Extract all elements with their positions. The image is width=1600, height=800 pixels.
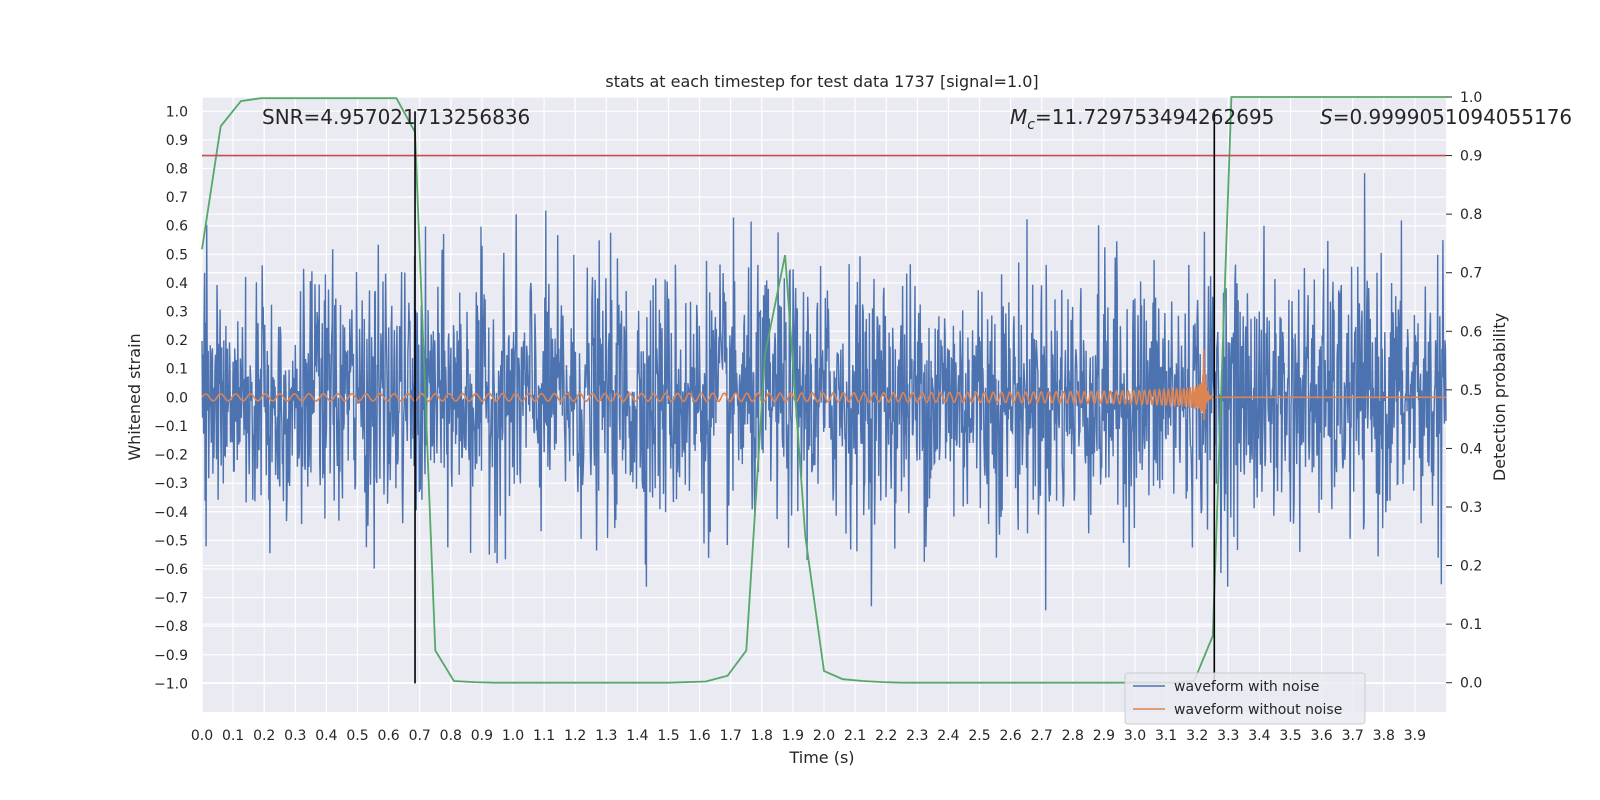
y-left-tick-label: −0.7 [154, 591, 188, 607]
x-tick-label: 0.9 [471, 728, 493, 744]
x-tick-label: 2.2 [875, 728, 897, 744]
y-left-tick-label: −0.1 [154, 419, 188, 435]
y-right-tick-label: 1.0 [1460, 90, 1482, 106]
y-left-tick-label: −0.6 [154, 562, 188, 578]
y-left-tick-label: −0.2 [154, 448, 188, 464]
y-left-tick-label: −0.3 [154, 476, 188, 492]
x-tick-label: 0.3 [284, 728, 306, 744]
x-tick-label: 0.0 [191, 728, 213, 744]
clean-waveform-line [201, 349, 1446, 421]
x-tick-label: 1.4 [626, 728, 648, 744]
x-tick-label: 2.8 [1062, 728, 1084, 744]
x-tick-label: 0.7 [409, 728, 431, 744]
legend: waveform with noise waveform without noi… [1124, 672, 1366, 725]
y-left-tick-label: 0.7 [166, 190, 188, 206]
x-tick-label: 2.4 [937, 728, 959, 744]
y-left-tick-label: 0.0 [166, 390, 188, 406]
y-right-tick-label: 0.5 [1460, 383, 1482, 399]
y-left-tick-label: −0.8 [154, 619, 188, 635]
x-tick-label: 0.6 [377, 728, 399, 744]
chart-title: stats at each timestep for test data 173… [605, 72, 1038, 91]
x-tick-label: 3.1 [1155, 728, 1177, 744]
y-right-tick-label: 0.9 [1460, 149, 1482, 165]
x-tick-label: 3.8 [1373, 728, 1395, 744]
y-left-tick-label: −0.5 [154, 533, 188, 549]
y-left-tick-label: 0.3 [166, 305, 188, 321]
snr-annotation: SNR=4.957021713256836 [262, 105, 530, 129]
chirp-mass-symbol: M [1010, 105, 1027, 129]
y-right-tick-label: 0.2 [1460, 559, 1482, 575]
y-left-tick-label: 0.2 [166, 333, 188, 349]
score-symbol: S [1320, 105, 1333, 129]
chirp-mass-subscript: c [1027, 117, 1035, 133]
series-waveform-without-noise [201, 349, 1446, 421]
y-left-tick-label: 1.0 [166, 104, 188, 120]
y-axis-left-label: Whitened strain [125, 333, 144, 460]
x-tick-label: 1.0 [502, 728, 524, 744]
y-left-tick-label: 0.8 [166, 162, 188, 178]
chirp-mass-annotation: Mc=11.729753494262695 [1010, 105, 1274, 133]
y-left-tick-label: −0.9 [154, 648, 188, 664]
y-left-tick-label: 0.5 [166, 247, 188, 263]
x-tick-label: 3.0 [1124, 728, 1146, 744]
y-right-tick-label: 0.3 [1460, 500, 1482, 516]
x-axis-label: Time (s) [788, 748, 854, 767]
x-tick-label: 0.8 [440, 728, 462, 744]
y-axis-right-label: Detection probability [1490, 313, 1509, 481]
y-right-tick-label: 0.6 [1460, 324, 1482, 340]
legend-box [1124, 672, 1366, 725]
x-tick-label: 1.6 [688, 728, 710, 744]
noise-waveform-line [201, 173, 1447, 611]
y-right-tick-label: 0.0 [1460, 676, 1482, 692]
y-left-tick-label: −0.4 [154, 505, 188, 521]
chirp-mass-value: =11.729753494262695 [1035, 105, 1274, 129]
x-tick-label: 2.5 [968, 728, 990, 744]
y-left-tick-label: 0.9 [166, 133, 188, 149]
x-tick-label: 2.1 [844, 728, 866, 744]
x-tick-label: 3.3 [1217, 728, 1239, 744]
tick-labels: 0.0 0.1 0.2 0.3 0.4 0.5 0.6 0.7 0.8 0.9 1.0 1.1 1.2 1… [154, 90, 1482, 744]
y-right-tick-label: 0.1 [1460, 617, 1482, 633]
x-tick-label: 1.7 [720, 728, 742, 744]
score-value: =0.9999051094055176 [1333, 105, 1572, 129]
x-tick-label: 2.7 [1031, 728, 1053, 744]
x-tick-label: 0.1 [222, 728, 244, 744]
x-tick-label: 3.2 [1186, 728, 1208, 744]
x-tick-label: 3.9 [1404, 728, 1426, 744]
x-tick-label: 0.5 [346, 728, 368, 744]
y-right-tick-label: 0.8 [1460, 207, 1482, 223]
x-tick-label: 0.2 [253, 728, 275, 744]
score-annotation: S=0.9999051094055176 [1320, 105, 1572, 129]
y-left-tick-label: −1.0 [154, 676, 188, 692]
series-waveform-with-noise [201, 173, 1447, 611]
x-tick-label: 2.9 [1093, 728, 1115, 744]
x-tick-label: 3.5 [1279, 728, 1301, 744]
x-tick-label: 1.3 [595, 728, 617, 744]
x-tick-label: 3.4 [1248, 728, 1270, 744]
y-right-tick-label: 0.7 [1460, 266, 1482, 282]
y-right-tick-label: 0.4 [1460, 441, 1482, 457]
x-tick-label: 1.1 [533, 728, 555, 744]
y-left-tick-label: 0.6 [166, 219, 188, 235]
legend-label-noise: waveform with noise [1174, 679, 1319, 695]
x-tick-label: 1.5 [657, 728, 679, 744]
x-tick-label: 1.2 [564, 728, 586, 744]
x-tick-label: 1.8 [751, 728, 773, 744]
x-tick-label: 3.6 [1310, 728, 1332, 744]
x-tick-label: 0.4 [315, 728, 337, 744]
markers [202, 111, 1446, 684]
legend-label-clean: waveform without noise [1174, 702, 1342, 718]
x-tick-label: 1.9 [782, 728, 804, 744]
x-tick-label: 2.0 [813, 728, 835, 744]
x-tick-label: 3.7 [1342, 728, 1364, 744]
y-left-tick-label: 0.1 [166, 362, 188, 378]
x-tick-label: 2.6 [999, 728, 1021, 744]
y-left-tick-label: 0.4 [166, 276, 188, 292]
x-tick-label: 2.3 [906, 728, 928, 744]
